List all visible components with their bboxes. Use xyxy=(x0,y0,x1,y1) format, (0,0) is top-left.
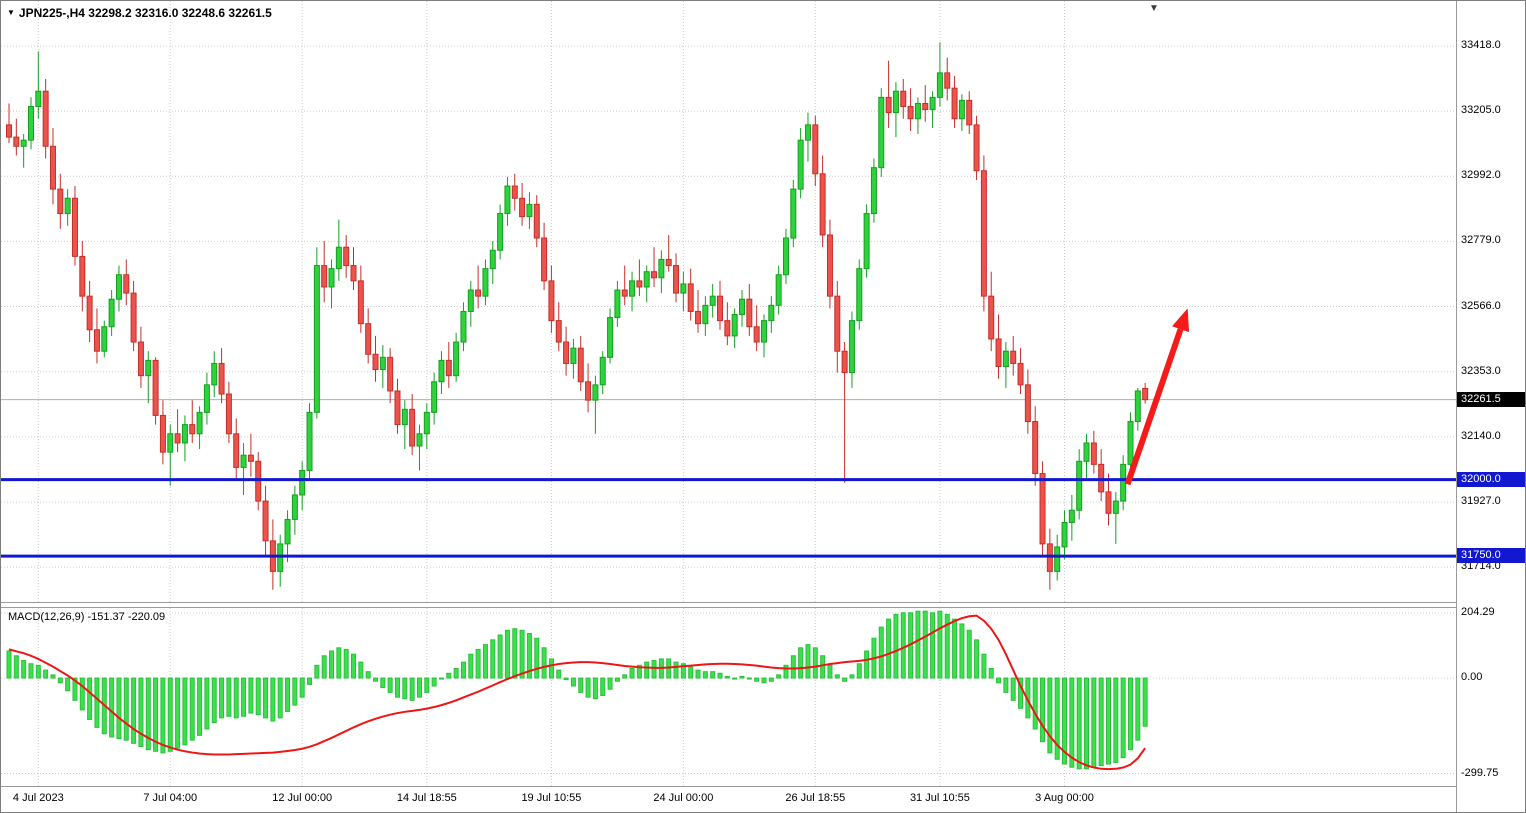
macd-grid xyxy=(1,608,1456,786)
candles-layer xyxy=(6,42,1149,590)
price-axis[interactable]: 33418.0 33205.0 32992.0 32779.0 32566.0 32353… xyxy=(1457,1,1525,812)
time-axis-label: 24 Jul 00:00 xyxy=(653,792,714,804)
time-axis-label: 14 Jul 18:55 xyxy=(396,792,457,804)
price-axis-label: 32566.0 xyxy=(1461,299,1501,312)
time-axis-divider xyxy=(1,786,1525,787)
macd-indicator-pane[interactable] xyxy=(1,608,1456,786)
time-axis[interactable]: 4 Jul 2023 7 Jul 04:00 12 Jul 00:00 14 Jul … xyxy=(1,787,1456,812)
trend-arrow[interactable] xyxy=(1124,308,1190,486)
pane-splitter[interactable] xyxy=(1,602,1456,603)
macd-axis-label: 204.29 xyxy=(1461,606,1495,618)
chart-expander-icon[interactable]: ▼ xyxy=(7,8,15,17)
time-axis-label: 3 Aug 00:00 xyxy=(1035,792,1094,804)
time-axis-label: 26 Jul 18:55 xyxy=(785,792,846,804)
price-axis-label: 33418.0 xyxy=(1461,38,1501,51)
time-axis-label: 19 Jul 10:55 xyxy=(521,792,582,804)
pane-splitter[interactable] xyxy=(1,607,1456,608)
price-axis-label: 33205.0 xyxy=(1461,104,1501,117)
chart-shift-marker-icon[interactable]: ▼ xyxy=(1149,3,1159,14)
time-axis-label: 12 Jul 00:00 xyxy=(272,792,333,804)
support-price-label: 31750.0 xyxy=(1457,548,1525,564)
support-price-label: 32000.0 xyxy=(1457,471,1525,487)
main-grid xyxy=(1,1,1456,602)
macd-histogram xyxy=(6,610,1148,770)
price-axis-divider xyxy=(1456,1,1457,812)
symbol-ohlc-title: ▼ JPN225-,H4 32298.2 32316.0 32248.6 3226… xyxy=(7,6,272,20)
macd-axis-label: 0.00 xyxy=(1461,671,1483,684)
macd-axis-label: -299.75 xyxy=(1461,766,1499,779)
time-axis-label: 7 Jul 04:00 xyxy=(143,792,198,804)
symbol-ohlc-text: JPN225-,H4 32298.2 32316.0 32248.6 32261… xyxy=(18,6,272,20)
price-axis-label: 31714.0 xyxy=(1461,560,1501,573)
current-price-label: 32261.5 xyxy=(1457,391,1525,407)
time-axis-label: 4 Jul 2023 xyxy=(12,792,64,804)
price-axis-label: 31927.0 xyxy=(1461,494,1501,507)
price-axis-label: 32992.0 xyxy=(1461,169,1501,182)
price-axis-label: 32353.0 xyxy=(1461,364,1501,377)
price-axis-label: 32779.0 xyxy=(1461,234,1501,247)
macd-indicator-label: MACD(12,26,9) -151.37 -220.09 xyxy=(8,611,166,623)
macd-signal-line xyxy=(8,614,1146,771)
price-axis-label: 32140.0 xyxy=(1461,429,1501,442)
main-price-pane[interactable] xyxy=(1,1,1456,602)
time-axis-label: 31 Jul 10:55 xyxy=(909,792,970,804)
